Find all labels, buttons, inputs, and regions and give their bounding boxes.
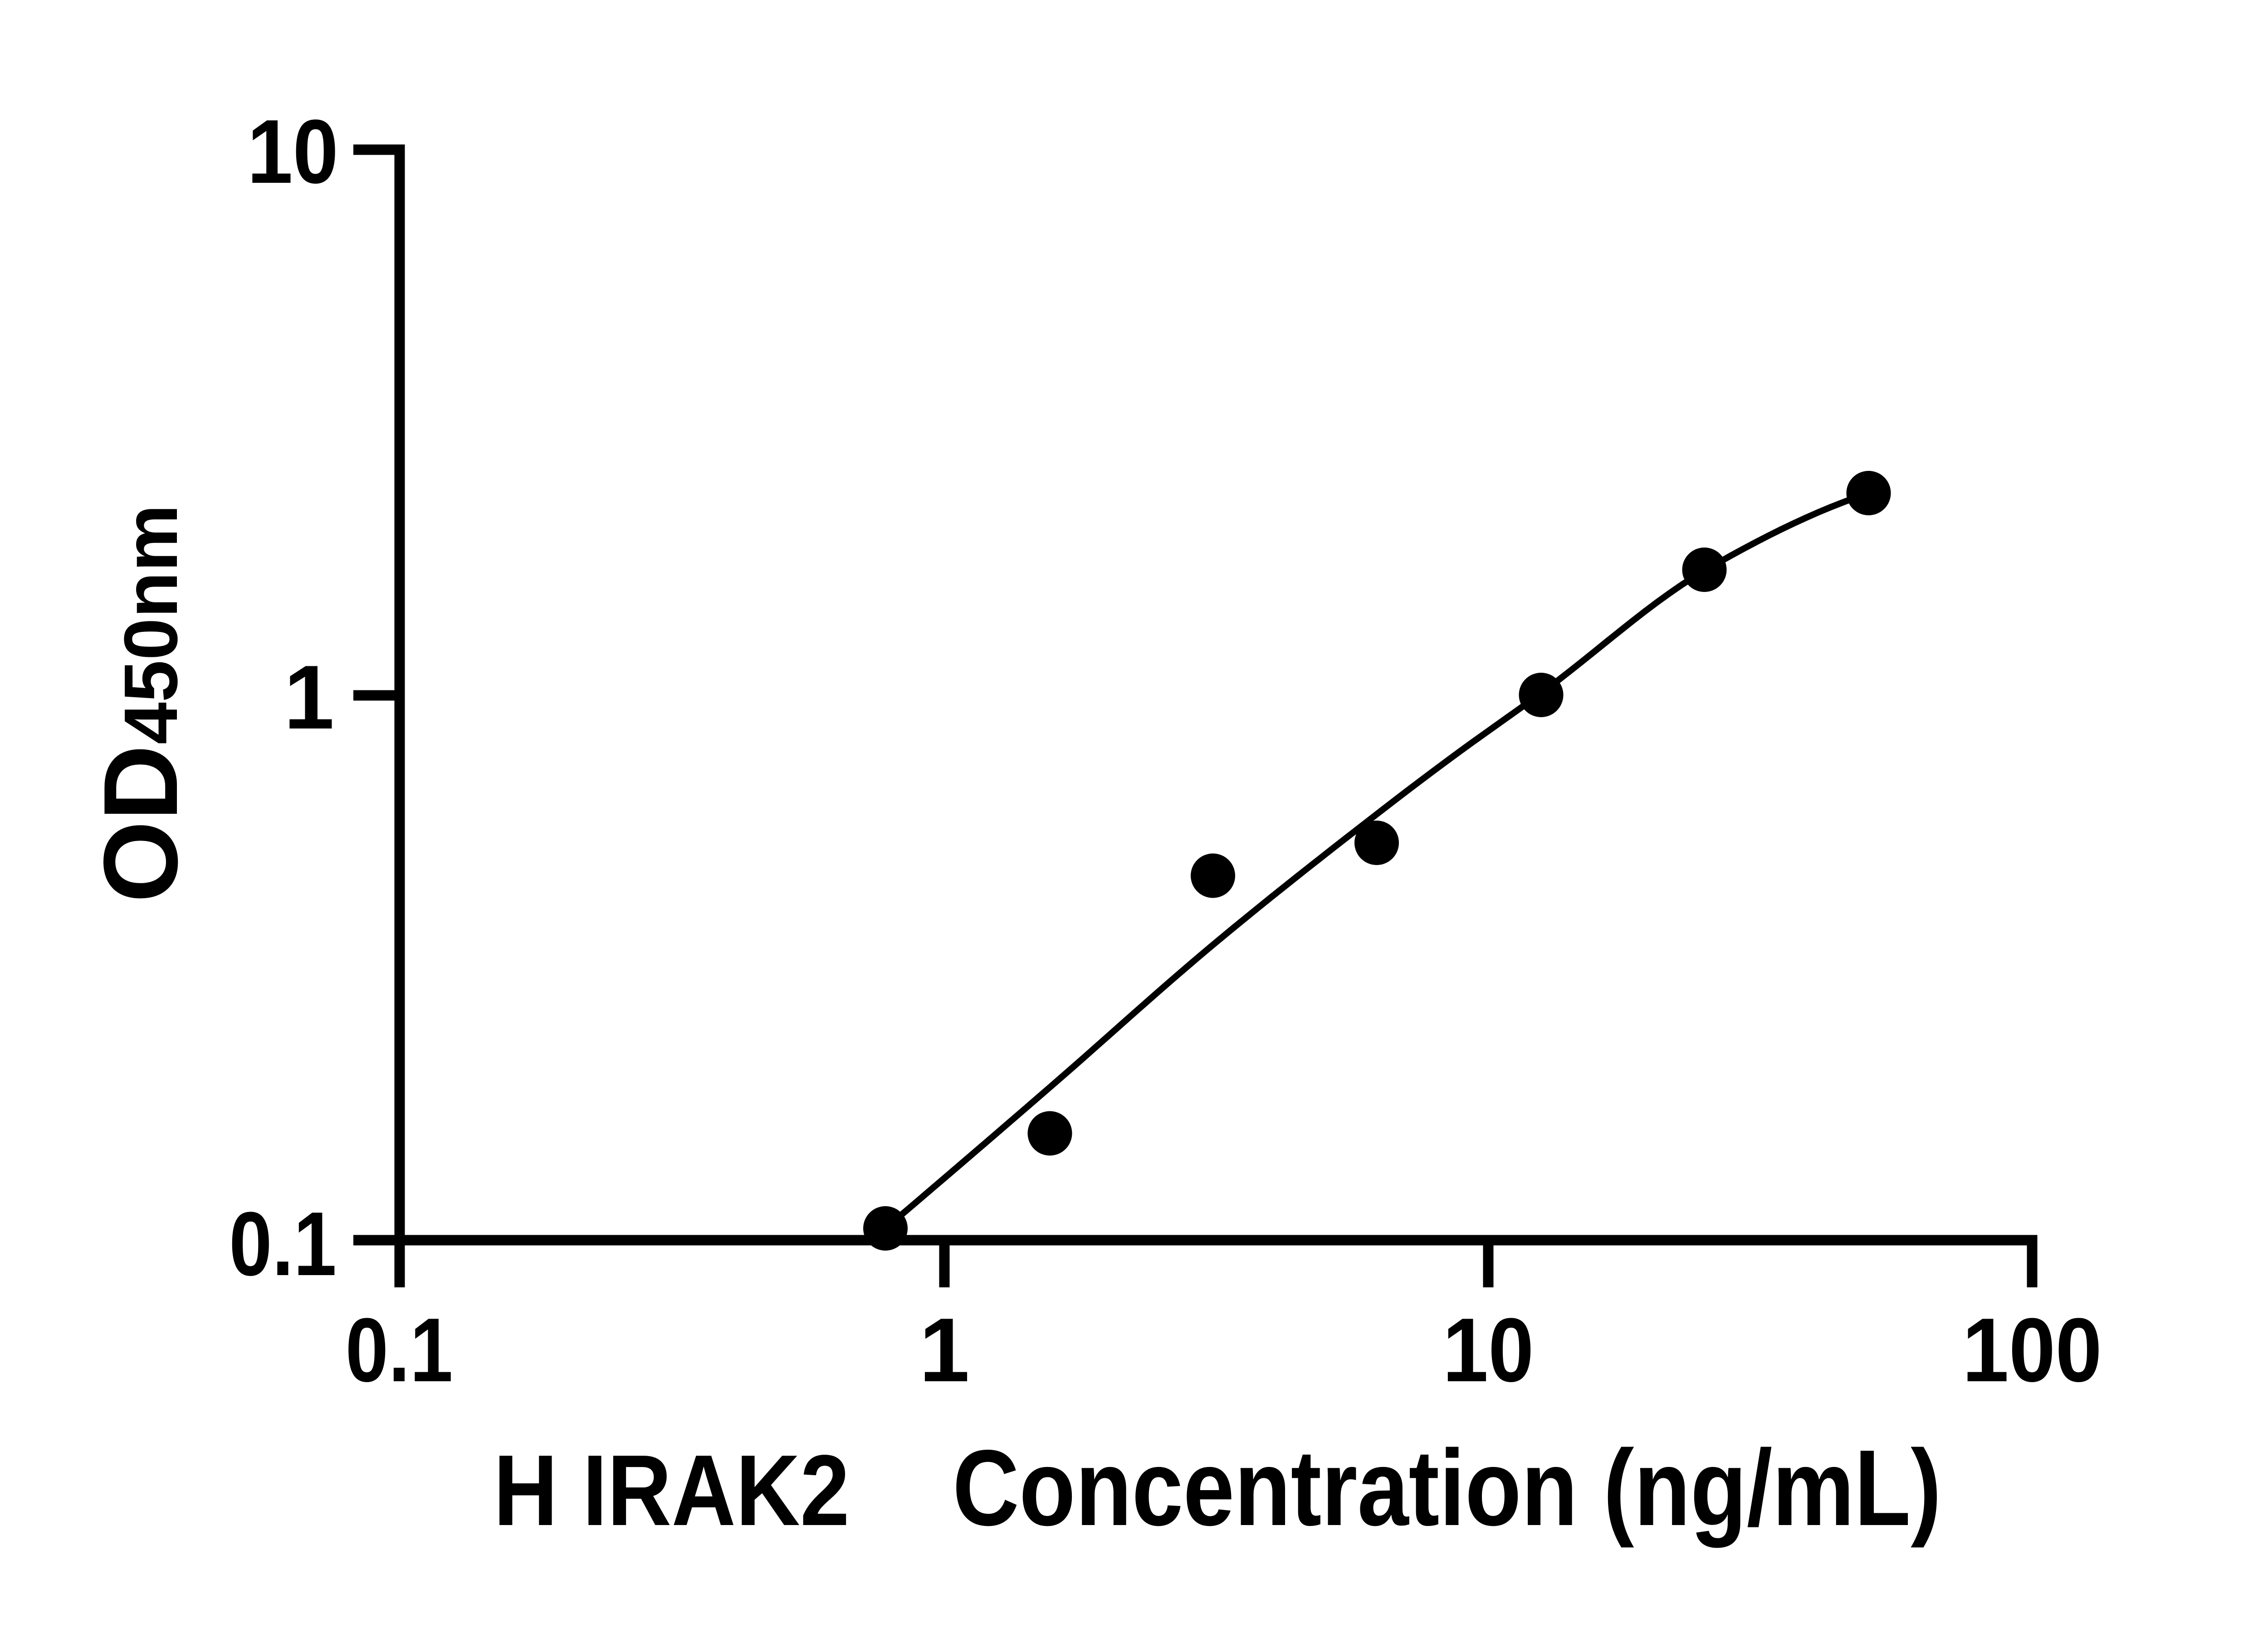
svg-text:10: 10 xyxy=(247,101,338,202)
svg-text:1: 1 xyxy=(919,1300,969,1401)
svg-text:10: 10 xyxy=(1443,1300,1534,1401)
svg-text:0.1: 0.1 xyxy=(229,1193,337,1295)
svg-text:450nm: 450nm xyxy=(109,504,193,744)
svg-text:0.1: 0.1 xyxy=(346,1300,453,1401)
svg-text:1: 1 xyxy=(284,647,334,748)
svg-text:Concentration (ng/mL): Concentration (ng/mL) xyxy=(953,1428,1941,1548)
svg-text:OD: OD xyxy=(82,745,200,903)
svg-text:100: 100 xyxy=(1962,1300,2102,1401)
svg-text:H IRAK2: H IRAK2 xyxy=(494,1434,850,1547)
